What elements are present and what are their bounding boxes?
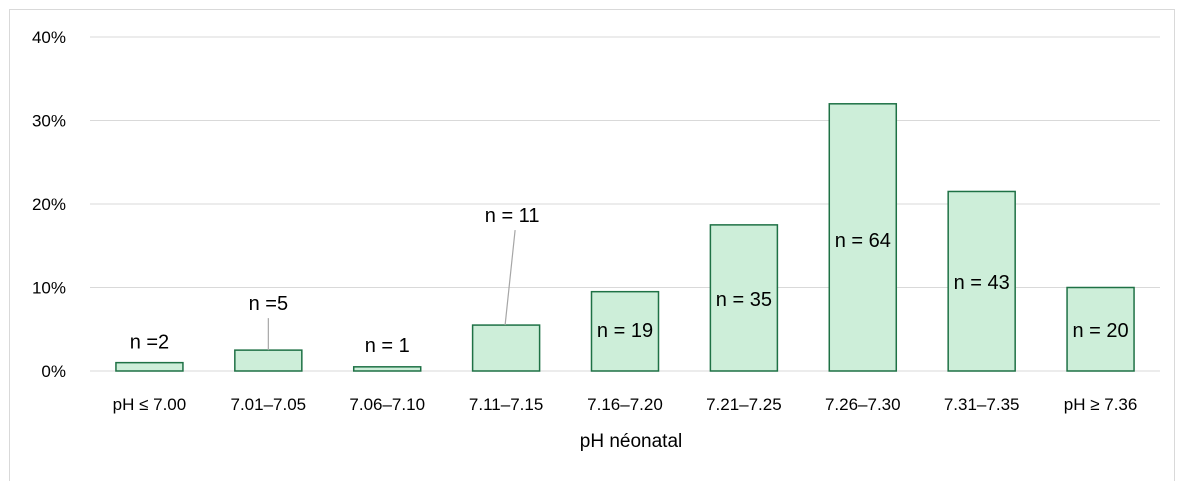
- bar: [590, 290, 660, 372]
- x-tick-label: 7.26–7.30: [825, 395, 901, 414]
- data-labels: n =2 n =5 n = 1 n = 11 n = 19 n = 35 n = 64 n =…: [130, 205, 1129, 357]
- data-label: n = 11: [485, 205, 540, 227]
- bar: [828, 103, 898, 372]
- data-label: n = 20: [1072, 320, 1128, 342]
- bar: [234, 349, 303, 372]
- data-label-leader: [504, 230, 516, 326]
- data-label: n = 64: [835, 230, 891, 252]
- data-label: n =2: [130, 332, 169, 354]
- data-label: n =5: [249, 293, 288, 315]
- x-tick-label: 7.01–7.05: [231, 395, 307, 414]
- x-tick-label: 7.06–7.10: [349, 395, 425, 414]
- y-tick-label: 40%: [32, 28, 66, 47]
- bar: [1066, 286, 1135, 372]
- x-axis-title: pH néonatal: [580, 431, 682, 452]
- x-tick-label: 7.31–7.35: [944, 395, 1020, 414]
- data-label: n = 43: [954, 272, 1010, 294]
- bar: [709, 224, 779, 372]
- x-axis-ticks: pH ≤ 7.00 7.01–7.05 7.06–7.10 7.11–7.15 7.16…: [113, 395, 1138, 414]
- y-tick-label: 0%: [41, 362, 66, 381]
- y-tick-label: 20%: [32, 195, 66, 214]
- data-label: n = 1: [365, 335, 410, 357]
- x-tick-label: 7.16–7.20: [587, 395, 663, 414]
- x-tick-label: 7.21–7.25: [706, 395, 782, 414]
- bar: [352, 366, 422, 372]
- x-tick-label: pH ≥ 7.36: [1064, 395, 1138, 414]
- data-label: n = 35: [716, 289, 772, 311]
- x-tick-label: pH ≤ 7.00: [113, 395, 187, 414]
- x-tick-label: 7.11–7.15: [469, 395, 543, 414]
- y-axis-ticks: 0% 10% 20% 30% 40%: [32, 28, 66, 381]
- bars: [115, 103, 1135, 372]
- bar: [471, 324, 541, 372]
- bar: [115, 361, 184, 372]
- chart-area: [9, 9, 1175, 481]
- y-tick-label: 10%: [32, 279, 66, 298]
- y-tick-label: 30%: [32, 112, 66, 131]
- bar: [947, 190, 1016, 372]
- data-label: n = 19: [597, 320, 653, 342]
